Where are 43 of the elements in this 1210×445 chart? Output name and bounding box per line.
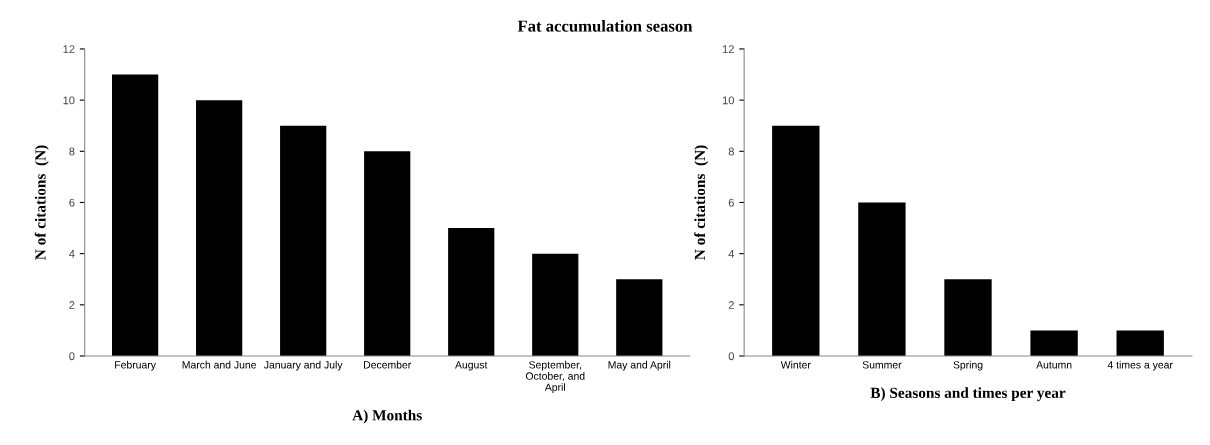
y-tick-label: 0 (728, 352, 734, 361)
y-tick-label: 12 (63, 45, 75, 53)
bar (196, 100, 243, 356)
y-tick-label: 8 (728, 147, 734, 156)
y-tick-label: 6 (69, 198, 75, 207)
x-tick-label: December (364, 360, 412, 369)
bar (532, 253, 579, 356)
bar (364, 151, 411, 356)
y-tick-label: 10 (722, 96, 734, 105)
x-tick-label: 4 times a year (1107, 360, 1173, 371)
x-tick-label: Spring (953, 360, 983, 371)
bar (1030, 330, 1078, 356)
y-tick-label: 10 (63, 96, 75, 105)
bar (448, 228, 495, 356)
y-tick-label: 2 (728, 301, 734, 309)
bar (1116, 330, 1164, 356)
bar (112, 74, 159, 356)
x-tick-label: March and June (182, 360, 257, 369)
x-axis-title: A) Months (352, 409, 422, 424)
x-tick-label: Autumn (1036, 361, 1072, 369)
y-axis-title: N of citations (N) (34, 145, 49, 260)
x-tick-label: January and July (263, 360, 343, 371)
bar (772, 125, 820, 356)
x-tick-label: May and April (608, 360, 671, 371)
y-tick-label: 4 (69, 250, 75, 258)
x-tick-label: Winter (780, 360, 811, 369)
bar (280, 125, 327, 356)
x-tick-label: Summer (862, 361, 902, 369)
y-tick-label: 8 (69, 147, 75, 156)
y-axis-title: N of citations (N) (694, 145, 709, 260)
bar (944, 279, 992, 356)
x-tick-label: August (455, 361, 488, 371)
x-tick-label: February (115, 360, 156, 371)
y-tick-label: 2 (69, 301, 75, 309)
y-tick-label: 6 (728, 198, 734, 207)
bar (858, 202, 906, 356)
x-axis-title: B) Seasons and times per year (870, 387, 1066, 402)
x-tick-label: September, October, and April (525, 360, 585, 394)
y-tick-label: 12 (722, 45, 734, 53)
y-tick-label: 0 (69, 352, 75, 361)
chart-title: Fat accumulation season (517, 20, 693, 32)
y-tick-label: 4 (728, 250, 735, 258)
bar (616, 279, 663, 356)
